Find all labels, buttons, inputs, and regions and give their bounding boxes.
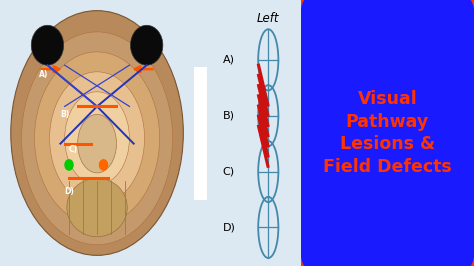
- Circle shape: [99, 159, 108, 171]
- FancyBboxPatch shape: [298, 0, 474, 266]
- Ellipse shape: [50, 72, 145, 205]
- Ellipse shape: [22, 32, 173, 245]
- Ellipse shape: [11, 11, 183, 255]
- Bar: [194, 66, 207, 200]
- Text: C): C): [69, 145, 78, 154]
- Text: C): C): [223, 167, 235, 177]
- Text: A): A): [223, 55, 235, 65]
- Text: D): D): [223, 222, 236, 232]
- Ellipse shape: [78, 114, 117, 173]
- Text: B): B): [60, 110, 70, 119]
- Circle shape: [31, 25, 64, 65]
- Text: Left: Left: [257, 12, 280, 25]
- Text: A): A): [39, 70, 48, 79]
- Text: Visual
Pathway
Lesions &
Field Defects: Visual Pathway Lesions & Field Defects: [323, 90, 452, 176]
- Ellipse shape: [35, 52, 160, 225]
- Ellipse shape: [67, 178, 127, 237]
- Text: B): B): [223, 111, 235, 121]
- Text: D): D): [64, 187, 74, 196]
- Circle shape: [130, 25, 163, 65]
- Circle shape: [64, 159, 74, 171]
- Ellipse shape: [64, 92, 129, 185]
